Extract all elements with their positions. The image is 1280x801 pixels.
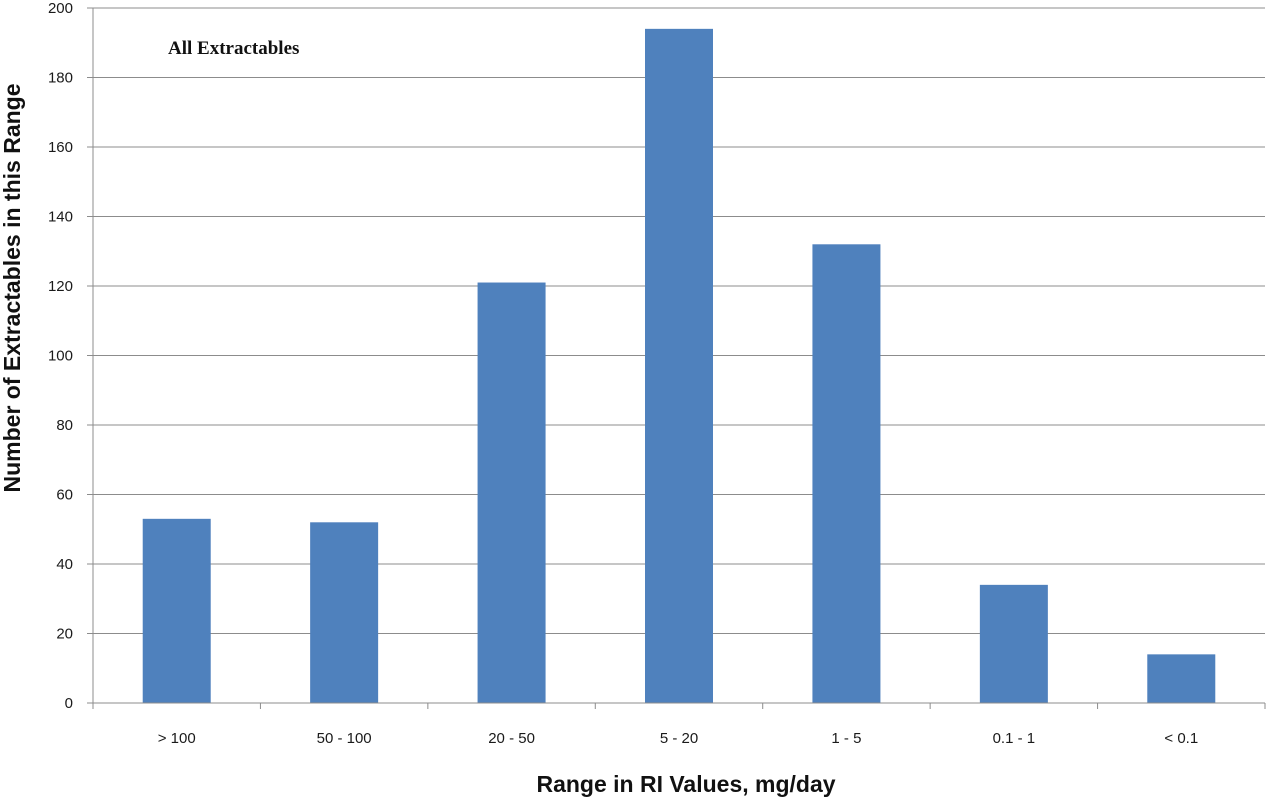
y-tick-label: 160	[48, 139, 73, 156]
bar-2	[310, 522, 379, 703]
x-tick-label: 0.1 - 1	[993, 730, 1036, 747]
x-axis-title: Range in RI Values, mg/day	[536, 771, 835, 797]
x-tick-label: 1 - 5	[831, 730, 861, 747]
y-tick-label: 80	[56, 417, 73, 434]
y-tick-labels: 0 20 40 60 80 100 120 140 160 180 200	[48, 0, 73, 712]
x-tick-label: < 0.1	[1164, 730, 1198, 747]
y-tick-label: 120	[48, 278, 73, 295]
bar-5	[812, 244, 881, 704]
x-tick-labels: > 100 50 - 100 20 - 50 5 - 20 1 - 5 0.1 - 1 < …	[158, 730, 1198, 747]
bar-3	[477, 282, 546, 703]
axes	[92, 8, 1265, 704]
bars	[142, 28, 1216, 704]
bar-1	[142, 518, 211, 703]
y-tick-label: 140	[48, 209, 73, 226]
bar-4	[645, 28, 713, 704]
y-tick-label: 100	[48, 348, 73, 365]
x-tick-label: 50 - 100	[317, 730, 372, 747]
y-tick-label: 40	[56, 556, 73, 573]
bar-6	[979, 584, 1048, 703]
y-tick-label: 20	[56, 626, 73, 643]
x-tick-label: > 100	[158, 730, 196, 747]
y-tick-label: 60	[56, 487, 73, 504]
chart-title: All Extractables	[168, 38, 299, 59]
x-tick-label: 20 - 50	[488, 730, 535, 747]
x-tick-label: 5 - 20	[660, 730, 698, 747]
y-tick-label: 180	[48, 70, 73, 87]
bar-7	[1147, 654, 1216, 703]
y-tick-label: 200	[48, 0, 73, 17]
y-tick-label: 0	[65, 695, 73, 712]
y-axis-title: Number of Extractables in this Range	[0, 84, 25, 493]
